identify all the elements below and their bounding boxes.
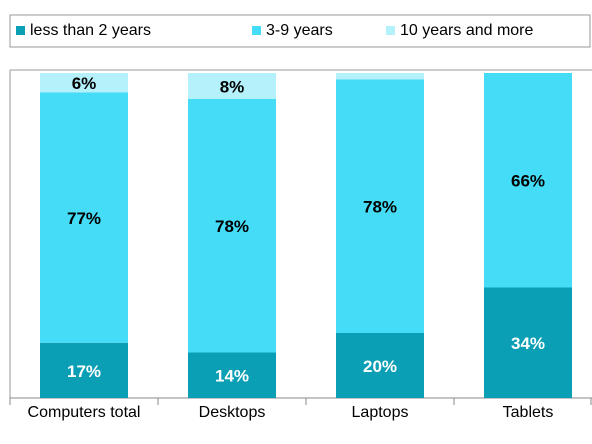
bar-segment — [40, 342, 128, 398]
bar-segment — [484, 287, 572, 398]
legend-marker — [252, 26, 261, 35]
legend-box — [9, 14, 591, 48]
x-tick-label: Laptops — [351, 404, 409, 421]
legend-label: 3-9 years — [266, 22, 333, 39]
data-label: 78% — [363, 198, 397, 217]
data-label: 77% — [67, 209, 101, 228]
data-label: 66% — [511, 172, 545, 191]
data-label: 20% — [363, 357, 397, 376]
legend-marker — [16, 26, 25, 35]
bar-segment — [484, 73, 572, 288]
data-label: 78% — [215, 217, 249, 236]
x-tick-label: Computers total — [27, 404, 141, 421]
data-label: 14% — [215, 367, 249, 386]
bar-segment — [188, 99, 276, 353]
data-label: 6% — [72, 74, 97, 93]
data-label: 17% — [67, 362, 101, 381]
bar-segment — [336, 73, 424, 80]
bar-segment — [188, 73, 276, 99]
bar-segment — [336, 333, 424, 398]
x-tick-label: Tablets — [502, 404, 554, 421]
bar-segment — [40, 92, 128, 343]
legend-label: less than 2 years — [30, 22, 151, 39]
bar-segment — [40, 73, 128, 93]
legend-marker — [386, 26, 395, 35]
legend-label: 10 years and more — [400, 22, 534, 39]
bar-segment — [188, 352, 276, 398]
data-label: 8% — [220, 77, 245, 96]
data-label: 34% — [511, 334, 545, 353]
bar-segment — [336, 79, 424, 333]
x-tick-label: Desktops — [198, 404, 266, 421]
